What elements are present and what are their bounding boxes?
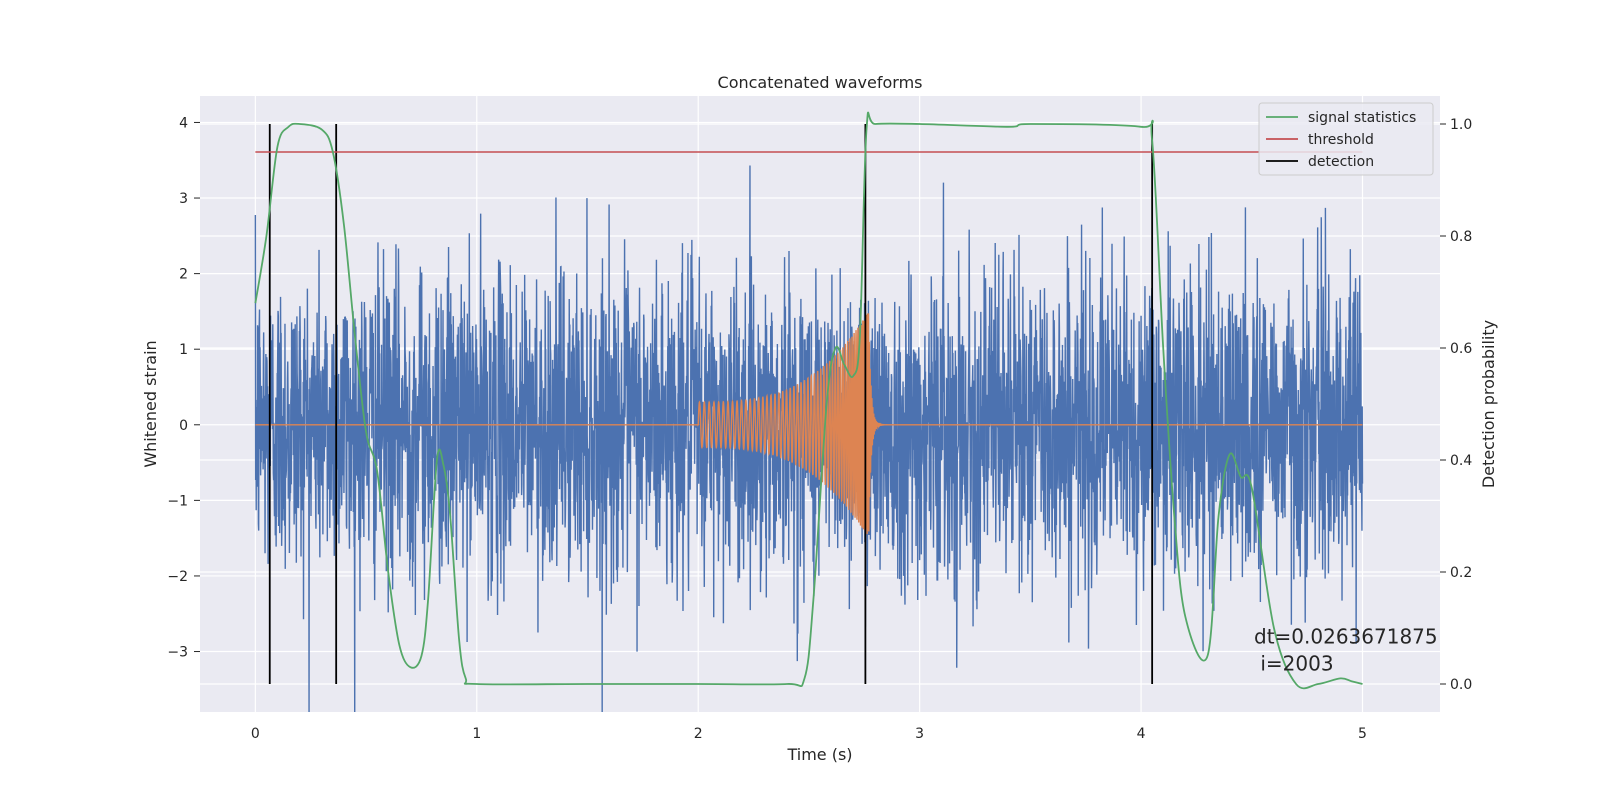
x-tick-label: 2 [694,726,703,742]
x-tick-label: 0 [251,726,260,742]
x-tick-label: 5 [1358,726,1367,742]
y2-tick-label: 0.0 [1450,677,1472,693]
tick-labels: 0 1 2 3 4 5 −3 −2 −1 0 1 2 3 4 0.0 0.2 0.4 0.6 0.8 1.0 [167,115,1472,742]
y-tick-label: −1 [167,493,188,509]
y2-axis-label: Detection probability [1479,320,1498,488]
legend-label-signal-statistics: signal statistics [1308,110,1416,126]
series-injection [255,313,1363,535]
x-tick-label: 1 [472,726,481,742]
series-signal-statistics [254,111,1363,690]
chart-title: Concatenated waveforms [718,73,923,92]
y2-tick-label: 0.2 [1450,565,1472,581]
y-tick-label: 2 [179,267,188,283]
series-noise [254,165,1364,712]
detection-lines [268,124,1154,684]
y-tick-label: −3 [167,645,188,661]
x-tick-label: 4 [1137,726,1146,742]
x-tick-label: 3 [915,726,924,742]
y2-tick-label: 1.0 [1450,117,1472,133]
legend-label-detection: detection [1308,154,1374,170]
annotation-index: i=2003 [1254,651,1334,675]
legend-box [1258,102,1434,176]
legend: signal statistics threshold detection [1258,102,1434,176]
y2-tick-label: 0.8 [1450,229,1472,245]
data-layer [254,111,1364,712]
y-tick-label: −2 [167,569,188,585]
y-tick-label: 4 [179,115,188,131]
y2-tick-label: 0.6 [1450,341,1472,357]
x-axis-label: Time (s) [786,745,852,764]
y-tick-label: 3 [179,191,188,207]
y2-tick-label: 0.4 [1450,453,1472,469]
y-axis-label: Whitened strain [141,340,160,467]
y-tick-label: 0 [179,418,188,434]
annotation-dt: dt=0.0263671875 [1254,624,1438,648]
y-tick-label: 1 [179,342,188,358]
legend-label-threshold: threshold [1308,132,1374,148]
